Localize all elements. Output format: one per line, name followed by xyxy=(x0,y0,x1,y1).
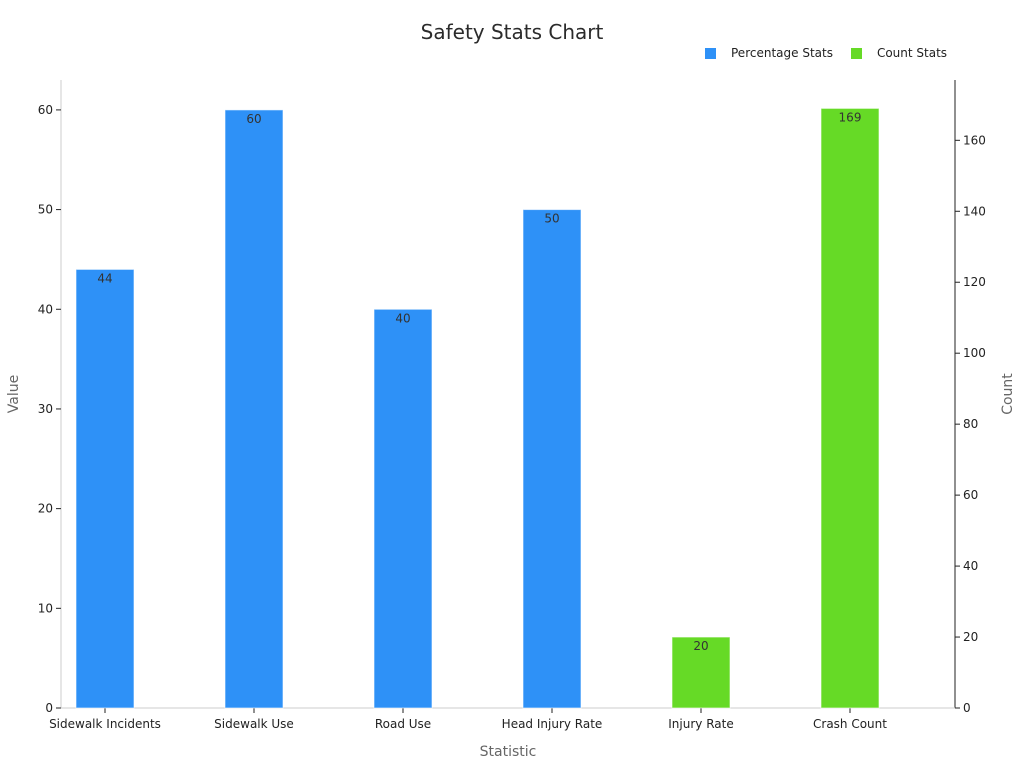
y-tick-label: 20 xyxy=(38,502,53,516)
y-tick-label: 0 xyxy=(45,701,53,715)
x-tick-label: Road Use xyxy=(375,717,431,731)
y2-tick-label: 140 xyxy=(963,204,986,218)
legend-item-percentage[interactable]: Percentage Stats xyxy=(705,46,833,60)
y2-axis-label: Count xyxy=(1000,373,1016,415)
data-label: 20 xyxy=(693,639,708,653)
data-label: 40 xyxy=(395,311,410,325)
legend-swatch-percentage xyxy=(705,47,716,59)
y-tick-label: 40 xyxy=(38,302,53,316)
bar-count xyxy=(820,107,880,709)
bar-count xyxy=(671,636,731,709)
legend-swatch-count xyxy=(850,47,862,59)
data-label: 44 xyxy=(97,271,112,285)
bar-percentage xyxy=(522,209,582,709)
plot-layer: 0 10 20 30 40 50 60 0 20 40 60 80 100 120 140 160 Sidewa… xyxy=(38,80,986,731)
x-axis-label: Statistic xyxy=(480,744,537,760)
y-tick-label: 30 xyxy=(38,402,53,416)
y2-tick-label: 100 xyxy=(963,346,986,360)
data-label: 169 xyxy=(839,110,862,124)
y2-tick-label: 0 xyxy=(963,701,971,715)
y2-tick-label: 60 xyxy=(963,488,978,502)
data-label: 60 xyxy=(246,112,261,126)
y2-tick-label: 20 xyxy=(963,630,978,644)
y-tick-label: 60 xyxy=(38,103,53,117)
legend: Percentage Stats Count Stats xyxy=(705,46,965,60)
y-tick-label: 10 xyxy=(38,601,53,615)
y2-tick-label: 160 xyxy=(963,133,986,147)
chart-title: Safety Stats Chart xyxy=(420,20,604,44)
y-tick-label: 50 xyxy=(38,203,53,217)
x-tick-label: Crash Count xyxy=(813,717,887,731)
y2-tick-label: 80 xyxy=(963,417,978,431)
bar-percentage xyxy=(75,268,135,709)
y-axis-label: Value xyxy=(6,375,22,413)
data-label: 50 xyxy=(544,212,559,226)
legend-label-percentage: Percentage Stats xyxy=(731,46,833,60)
legend-item-count[interactable]: Count Stats xyxy=(850,46,948,60)
bar-percentage xyxy=(224,109,284,709)
y2-tick-label: 120 xyxy=(963,275,986,289)
y2-tick-label: 40 xyxy=(963,559,978,573)
bar-percentage xyxy=(373,308,433,709)
x-tick-label: Sidewalk Use xyxy=(214,717,294,731)
x-tick-label: Injury Rate xyxy=(668,717,733,731)
legend-label-count: Count Stats xyxy=(876,46,948,60)
x-tick-label: Head Injury Rate xyxy=(502,717,603,731)
x-tick-label: Sidewalk Incidents xyxy=(49,717,161,731)
